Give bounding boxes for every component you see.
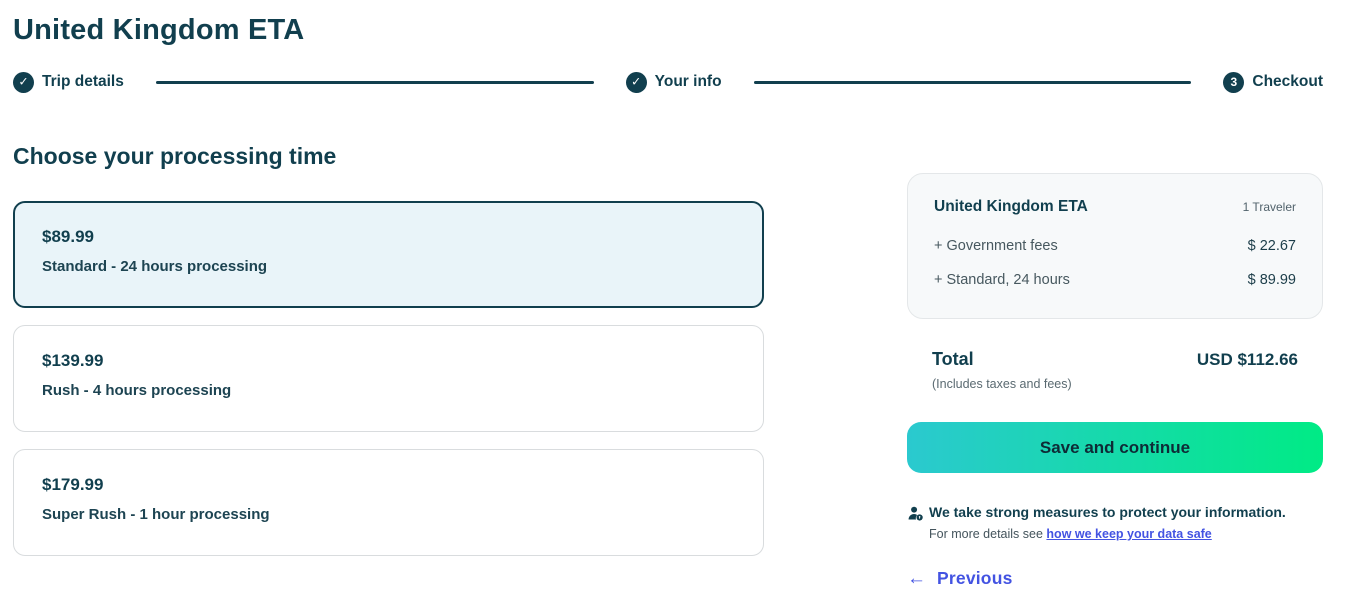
step-label: Your info [654, 73, 722, 90]
save-and-continue-button[interactable]: Save and continue [907, 422, 1323, 473]
line-item-label: + Government fees [934, 238, 1058, 254]
step-label: Trip details [42, 73, 124, 90]
step-trip-details[interactable]: ✓ Trip details [13, 71, 124, 93]
security-details-text: For more details see [929, 527, 1047, 541]
summary-product-name: United Kingdom ETA [934, 198, 1088, 215]
total-section: Total USD $112.66 (Includes taxes and fe… [907, 349, 1323, 391]
progress-stepper: ✓ Trip details ✓ Your info 3 Checkout [13, 71, 1323, 93]
stepper-connector-line [753, 80, 1192, 84]
processing-option-standard[interactable]: $89.99 Standard - 24 hours processing [13, 201, 764, 308]
option-description: Rush - 4 hours processing [42, 382, 232, 399]
check-icon: ✓ [625, 71, 647, 93]
step-checkout[interactable]: 3 Checkout [1223, 71, 1323, 93]
security-note: We take strong measures to protect your … [907, 504, 1323, 541]
processing-option-super-rush[interactable]: $179.99 Super Rush - 1 hour processing [13, 449, 764, 556]
processing-option-rush[interactable]: $139.99 Rush - 4 hours processing [13, 325, 764, 432]
step-label: Checkout [1252, 73, 1323, 90]
option-price: $179.99 [42, 475, 104, 494]
main-content: Choose your processing time $89.99 Stand… [13, 143, 1323, 589]
processing-options-column: Choose your processing time $89.99 Stand… [13, 143, 764, 589]
line-item-amount: $ 89.99 [1247, 272, 1296, 288]
data-safe-link[interactable]: how we keep your data safe [1046, 527, 1212, 541]
summary-line-item: + Government fees $ 22.67 [934, 238, 1296, 254]
previous-link[interactable]: ← Previous [907, 568, 1013, 589]
check-icon: ✓ [13, 71, 34, 93]
option-description: Super Rush - 1 hour processing [42, 506, 270, 523]
step-number-badge: 3 [1223, 71, 1245, 93]
stepper-connector-line [155, 80, 594, 84]
option-price: $139.99 [42, 351, 104, 370]
page-title: United Kingdom ETA [13, 14, 305, 46]
line-item-label: + Standard, 24 hours [934, 272, 1070, 288]
section-heading: Choose your processing time [13, 143, 337, 169]
left-arrow-icon: ← [907, 568, 926, 589]
line-item-amount: $ 22.67 [1247, 238, 1296, 254]
order-summary-card: United Kingdom ETA 1 Traveler + Governme… [907, 173, 1323, 319]
total-taxes-note: (Includes taxes and fees) [932, 377, 1072, 391]
summary-line-item: + Standard, 24 hours $ 89.99 [934, 272, 1296, 288]
total-label: Total [932, 349, 974, 369]
summary-traveler-count: 1 Traveler [1242, 200, 1296, 214]
option-description: Standard - 24 hours processing [42, 258, 268, 275]
option-price: $89.99 [42, 227, 94, 246]
step-your-info[interactable]: ✓ Your info [625, 71, 722, 93]
total-amount: USD $112.66 [1196, 350, 1298, 369]
security-title: We take strong measures to protect your … [929, 504, 1286, 520]
order-summary-column: United Kingdom ETA 1 Traveler + Governme… [907, 173, 1323, 589]
previous-label: Previous [937, 568, 1013, 588]
security-details: For more details see how we keep your da… [929, 527, 1323, 541]
user-lock-icon [907, 505, 924, 522]
